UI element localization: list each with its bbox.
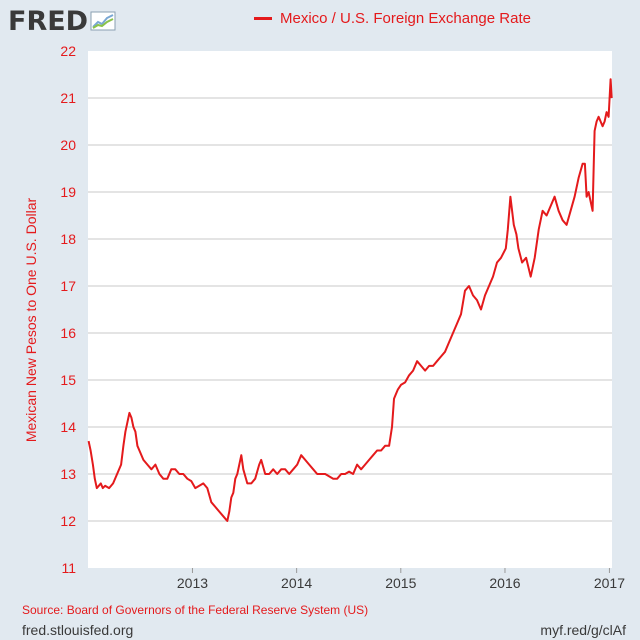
y-tick-label: 12 — [60, 513, 76, 529]
grid-lines — [88, 97, 612, 522]
y-tick-labels: 11 12 13 14 15 16 17 18 19 20 21 22 — [60, 43, 76, 576]
logo-graph-icon — [90, 11, 116, 31]
y-tick-label: 17 — [60, 278, 76, 294]
y-tick-label: 13 — [60, 466, 76, 482]
y-tick-label: 14 — [60, 419, 76, 435]
y-tick-label: 19 — [60, 184, 76, 200]
x-tick-label: 2014 — [281, 575, 312, 591]
plot-area — [88, 51, 612, 568]
chart-legend: Mexico / U.S. Foreign Exchange Rate — [254, 10, 531, 27]
source-note: Source: Board of Governors of the Federa… — [22, 603, 369, 617]
logo-text: FRED — [8, 5, 89, 37]
y-tick-label: 18 — [60, 231, 76, 247]
y-tick-label: 11 — [61, 560, 76, 576]
y-tick-label: 22 — [60, 43, 76, 59]
y-tick-label: 15 — [60, 372, 76, 388]
site-link[interactable]: fred.stlouisfed.org — [22, 622, 134, 638]
series-group — [87, 78, 613, 522]
legend-swatch — [254, 17, 272, 20]
y-tick-label: 16 — [60, 325, 76, 341]
legend-label: Mexico / U.S. Foreign Exchange Rate — [280, 10, 531, 27]
series-line — [87, 78, 613, 522]
fred-logo[interactable]: FRED — [8, 5, 116, 37]
x-tick-labels: 2013 2014 2015 2016 2017 — [177, 568, 625, 591]
short-link[interactable]: myf.red/g/clAf — [540, 622, 626, 638]
y-tick-label: 20 — [60, 137, 76, 153]
x-tick-label: 2016 — [489, 575, 520, 591]
x-tick-label: 2015 — [385, 575, 416, 591]
x-tick-label: 2017 — [594, 575, 625, 591]
y-tick-label: 21 — [60, 90, 76, 106]
x-tick-label: 2013 — [177, 575, 208, 591]
